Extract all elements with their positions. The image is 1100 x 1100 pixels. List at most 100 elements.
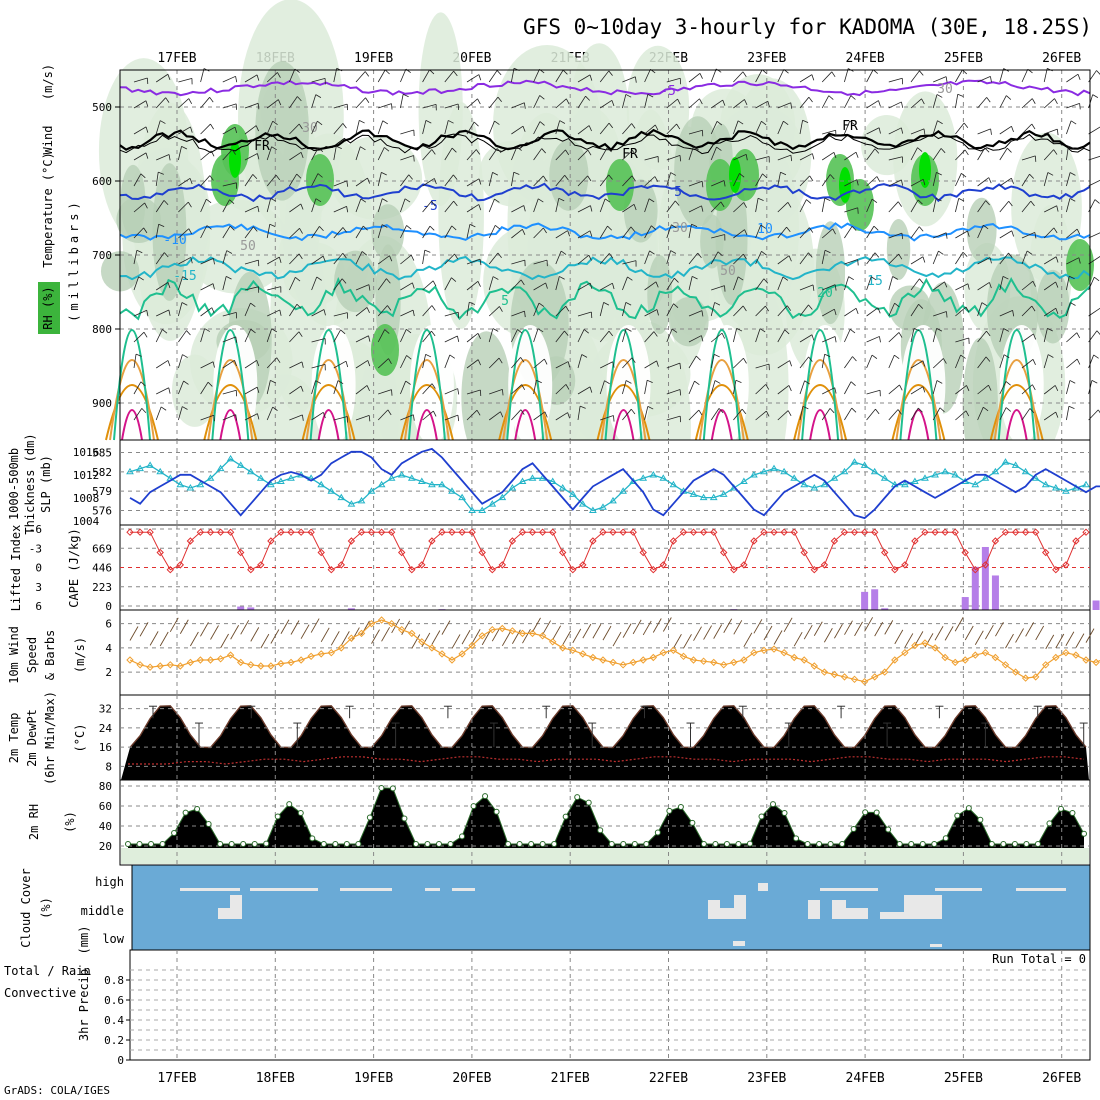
lifted-index-point [206,528,215,536]
wind-barb-flag [1032,281,1036,287]
wind-barb-flag [634,76,637,83]
wind-barb [666,200,676,213]
wind-barb-flag [604,198,611,203]
label-cloud-cover: Cloud Cover [19,868,33,947]
wind-speed-point [911,641,919,650]
wind-barb-flag [387,409,392,416]
wind-barb-flag [983,406,989,412]
lifted-index-point [548,528,557,536]
wind-barb [577,205,591,213]
wind-barb [622,408,632,421]
wind-barb-flag [579,405,586,409]
wind-barb [999,310,1013,317]
isotherm-35 [907,409,930,441]
wind-speed-point [880,668,889,676]
wind-barb [910,178,924,187]
wind-barb-flag [701,335,704,342]
wind-barb [799,227,810,239]
wind-barb [178,330,187,343]
wind-barb-flag [384,329,390,334]
wind-barb [533,121,541,135]
wind-barb [688,98,700,109]
lifted-index-point [780,528,788,536]
thickness-point [850,458,859,465]
wind-barb-flag [1031,98,1036,104]
rh-point [343,841,350,847]
wind-barb [1044,128,1058,135]
wind-barb [955,69,963,83]
wind-barb [311,226,320,239]
wind-barb [1088,307,1100,317]
wind-barb-flag [317,173,323,178]
wind-barb [266,198,272,213]
wind-barb-flag [851,407,857,413]
thickness-point [840,467,849,475]
wind-barb [977,225,984,239]
wind-barb [977,76,991,83]
wind-barb-flag [824,249,831,254]
wind-barb [311,363,326,369]
isotherm-20b [997,329,1036,441]
surface-wind-barb [874,621,884,637]
wind-barb [1021,123,1033,135]
lifted-index-point [931,528,939,536]
isotherm-25 [596,384,651,441]
thickness-point [206,474,215,481]
wind-barb [156,154,170,161]
wind-speed-point [1052,653,1060,662]
rh-contour-light [171,354,218,427]
wind-barb-flag [1094,199,1100,204]
cloud-middle [720,908,734,919]
rh-point [1069,809,1076,816]
label-wind-units: (m/s) [41,64,55,100]
wind-barb [755,328,761,343]
wind-barb [577,74,591,83]
rh-point [217,841,224,847]
wind-barb-flag [944,281,948,288]
wind-barb [377,329,386,343]
wind-barb-flag [834,336,837,343]
wind-barb-flag [587,175,592,182]
rh-point [608,841,615,847]
wind-barb [955,122,965,135]
wind-barb-flag [257,413,260,420]
lifted-index-point [538,528,547,536]
wind-barb [1066,146,1069,161]
wind-barb-flag [828,95,834,100]
wind-barb [933,76,947,83]
wind-barb-flag [213,258,215,265]
wind-barb-flag [160,406,167,411]
wind-barb [422,280,434,291]
ytick-label-pressure: 900 [92,397,112,410]
wind-barb [422,383,433,395]
wind-barb-flag [811,334,815,341]
contour-label: 5 [674,185,682,200]
wind-barb-flag [492,328,499,332]
wind-barb-flag [694,380,700,385]
wind-speed-point [508,627,517,635]
wind-barb-flag [649,250,655,255]
wind-barb-flag [408,174,413,180]
wind-barb [999,276,1004,291]
wind-barb-flag [655,281,659,288]
lifted-index-point [971,565,980,574]
wind-barb-flag [673,303,679,309]
wind-speed-point [548,638,557,646]
wind-barb-flag [382,120,389,125]
isotherm-35 [317,409,340,441]
wind-barb-flag [875,408,880,415]
wind-barb-flag [302,414,304,421]
wind-barb [866,307,879,317]
lifted-index-point [679,528,688,536]
wind-speed-point [538,632,547,640]
wind-barb-flag [366,385,370,392]
wind-barb-flag [478,204,482,211]
lifted-index-point [911,537,919,545]
ytick-label-li: 3 [35,581,42,594]
wind-barb-flag [765,384,770,390]
lifted-index-point [347,537,356,545]
wind-barb-flag [386,278,391,284]
contour-label: -15 [173,269,196,284]
wind-barb [133,100,147,109]
wind-barb [444,253,455,265]
